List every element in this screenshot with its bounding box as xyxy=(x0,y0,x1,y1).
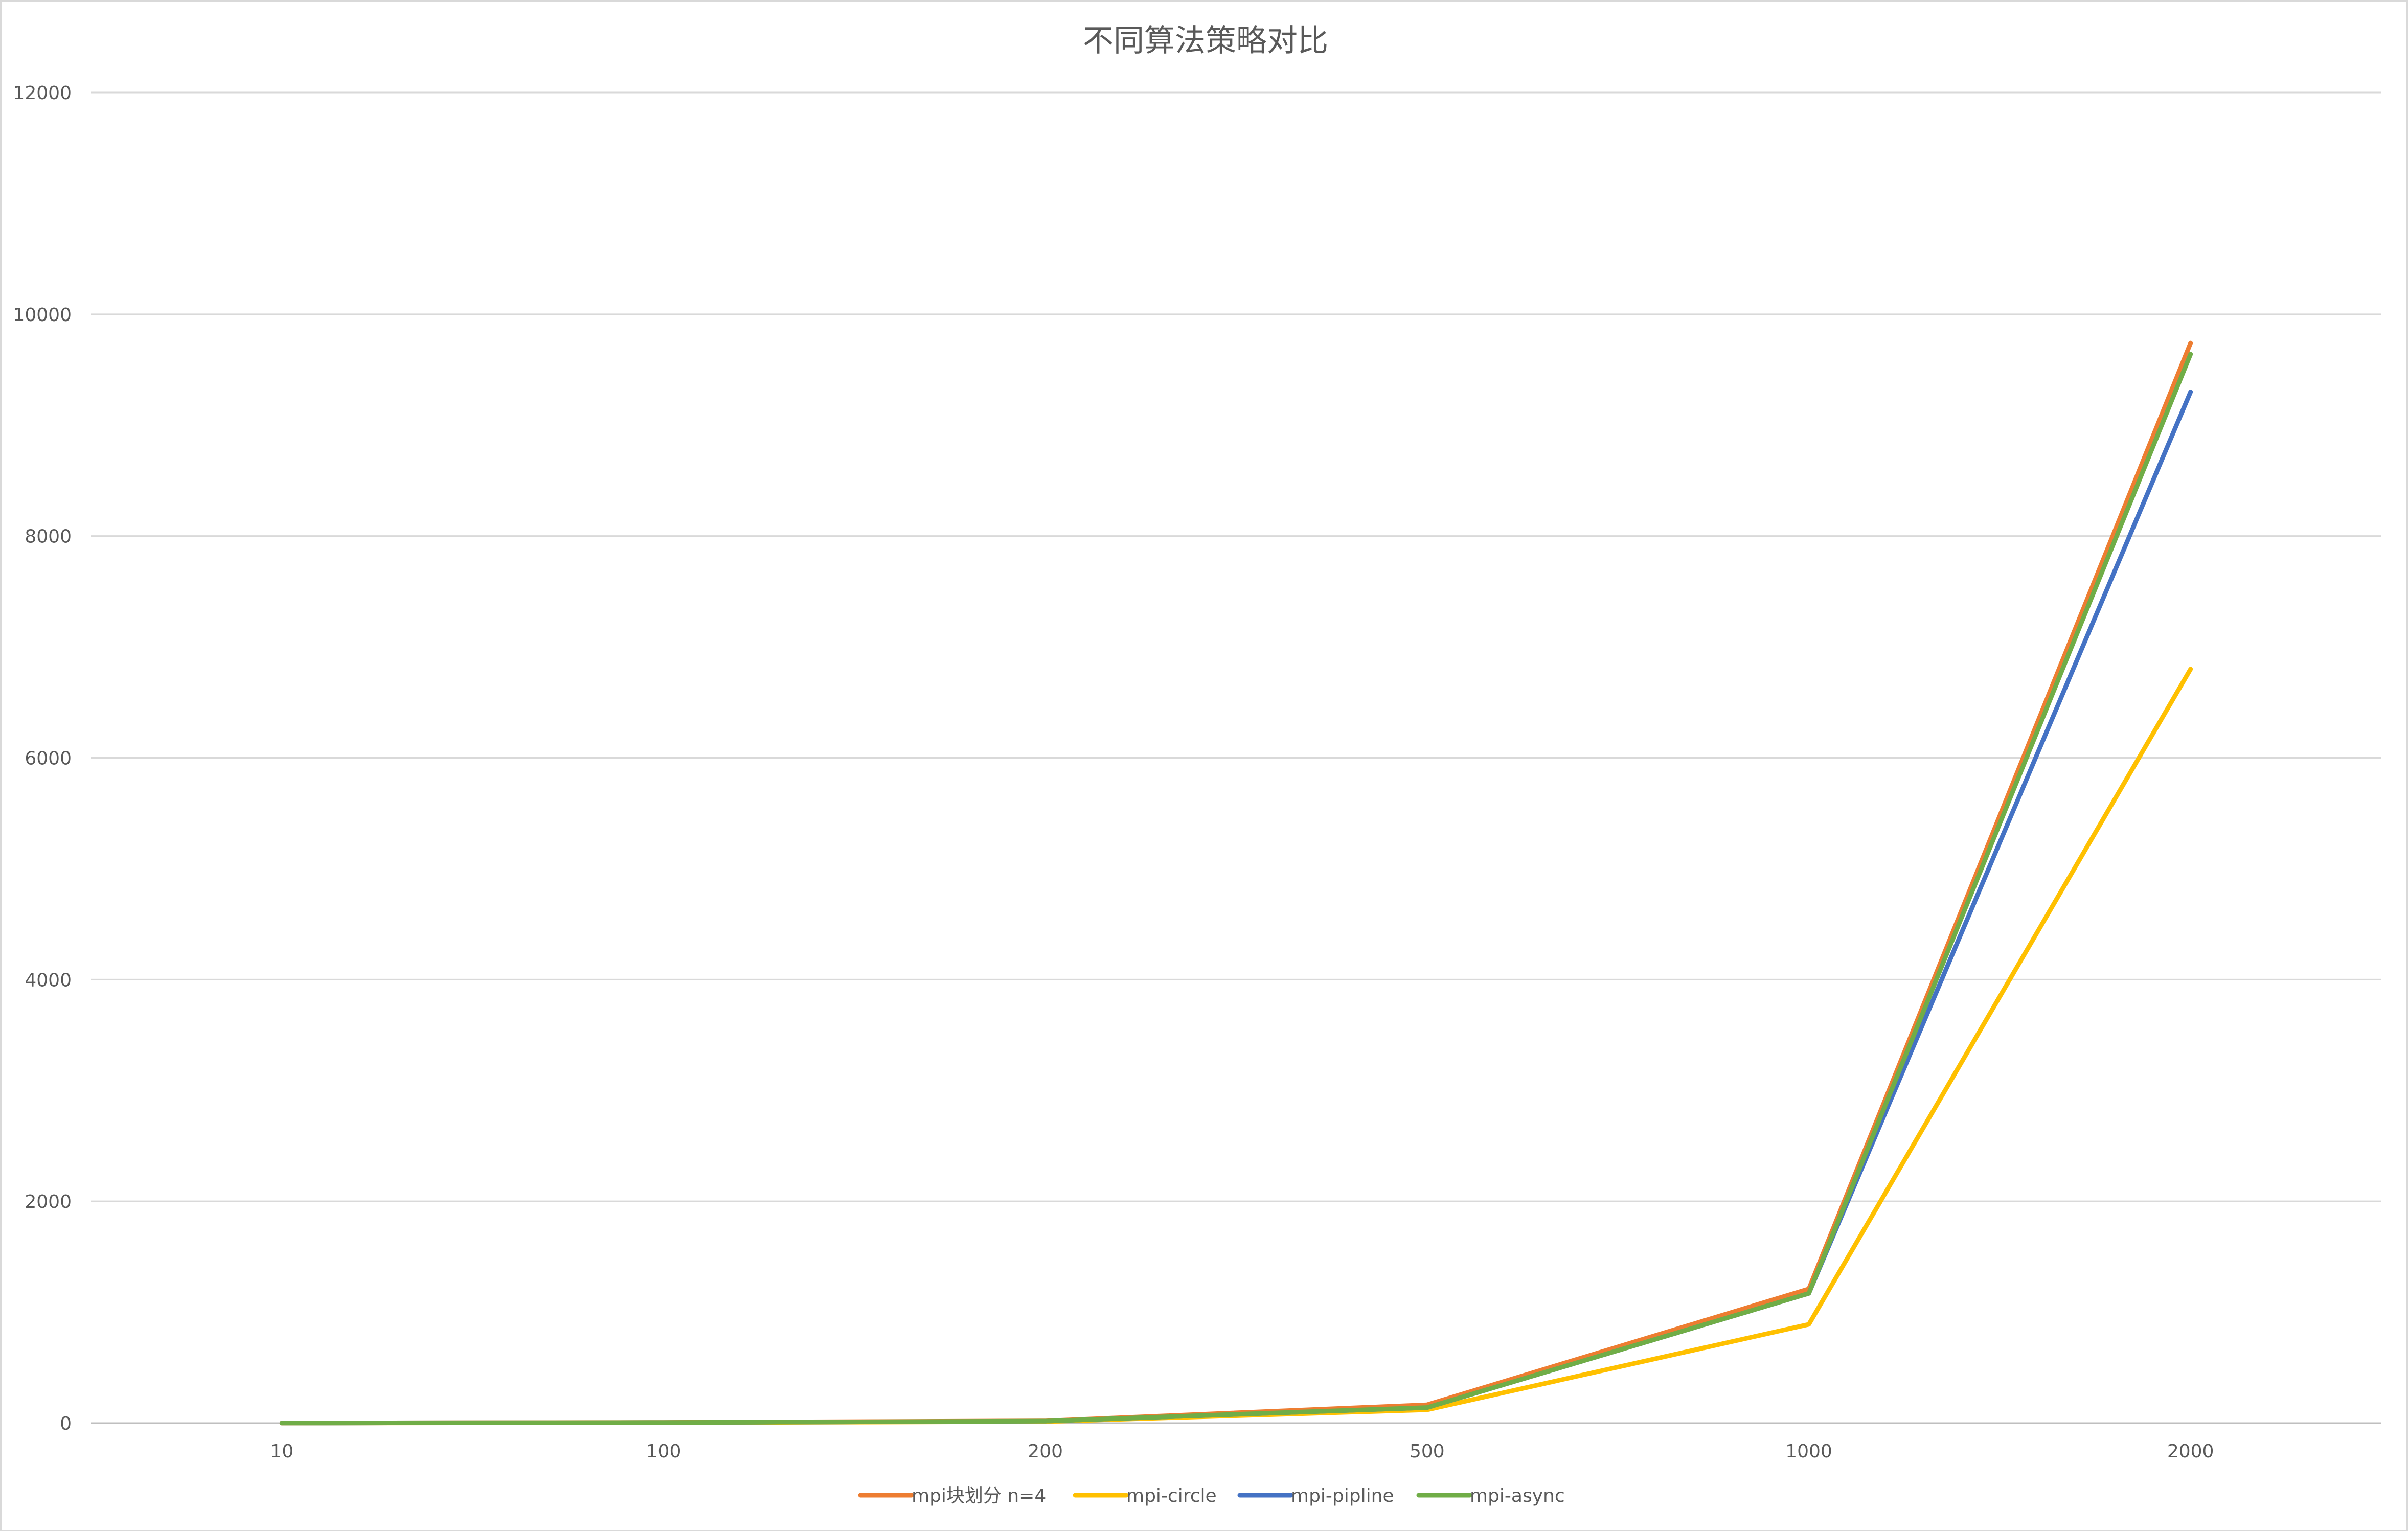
legend-label: mpi块划分 n=4 xyxy=(912,1485,1046,1506)
legend-label: mpi-circle xyxy=(1126,1485,1217,1506)
y-tick-label: 12000 xyxy=(13,83,72,104)
series-line-mpi-pipline xyxy=(279,390,2193,1426)
legend-item: mpi-circle xyxy=(1073,1485,1217,1506)
y-tick-label: 6000 xyxy=(25,748,72,769)
gridlines xyxy=(91,91,2381,1424)
y-tick-label: 0 xyxy=(60,1413,72,1434)
x-tick-label: 500 xyxy=(1410,1441,1445,1462)
legend-item: mpi块划分 n=4 xyxy=(858,1485,1046,1506)
series-lines xyxy=(279,340,2193,1426)
x-tick-label: 2000 xyxy=(2167,1441,2214,1462)
y-tick-label: 2000 xyxy=(25,1192,72,1212)
legend-label: mpi-async xyxy=(1470,1485,1565,1506)
x-tick-label: 1000 xyxy=(1785,1441,1832,1462)
x-tick-label: 100 xyxy=(646,1441,681,1462)
series-line-mpi-n-4 xyxy=(279,340,2193,1426)
legend-item: mpi-pipline xyxy=(1237,1485,1394,1506)
series-line-mpi-async xyxy=(279,352,2193,1426)
legend-label: mpi-pipline xyxy=(1291,1485,1394,1506)
y-axis-ticks: 0 2000 4000 6000 8000 10000 12000 xyxy=(13,83,72,1434)
chart-title: 不同算法策略对比 xyxy=(1083,23,1328,59)
x-axis-ticks: 10 100 200 500 1000 2000 xyxy=(270,1441,2214,1462)
series-line-mpi-circle xyxy=(279,667,2193,1426)
legend-item: mpi-async xyxy=(1416,1485,1565,1506)
x-tick-label: 200 xyxy=(1028,1441,1063,1462)
y-tick-label: 10000 xyxy=(13,305,72,326)
y-tick-label: 8000 xyxy=(25,527,72,547)
y-tick-label: 4000 xyxy=(25,970,72,991)
legend: mpi块划分 n=4 mpi-circle mpi-pipline mpi-async xyxy=(858,1485,1565,1506)
x-tick-label: 10 xyxy=(270,1441,293,1462)
